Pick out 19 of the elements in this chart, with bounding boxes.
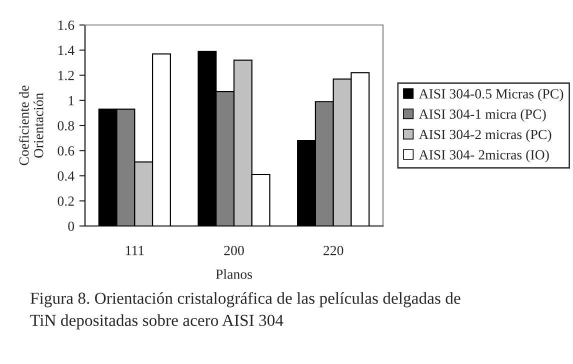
- y-tick-label: 1.4: [58, 46, 74, 56]
- x-tick-label: 220: [324, 246, 344, 256]
- legend-label: AISI 304-1 micra (PC): [418, 109, 546, 122]
- y-tick-label: 0.2: [58, 196, 74, 206]
- legend-label: AISI 304-0.5 Micras (PC): [418, 88, 564, 102]
- y-tick-label: 0.8: [58, 121, 74, 131]
- y-axis-title: Coeficiente de Orientación: [18, 86, 44, 166]
- y-tick-label: 0: [68, 222, 74, 231]
- text: Figura 8. Orientación cristalográfica de las películas delgadas de TiN depositadas sobre acero AISI 304: [30, 292, 460, 330]
- x-axis-title: Planos: [216, 269, 252, 279]
- y-tick-label: 1.6: [58, 20, 74, 30]
- y-tick-label: 1: [68, 96, 74, 106]
- x-tick-label: 111: [126, 246, 144, 256]
- legend-label: AISI 304-2 micras (PC): [418, 129, 552, 142]
- x-tick-label: 200: [224, 246, 244, 256]
- y-tick-label: 0.4: [58, 171, 74, 181]
- legend-label: AISI 304- 2micras (IO): [418, 150, 549, 162]
- y-tick-label: 0.6: [58, 146, 74, 156]
- y-tick-label: 1.2: [58, 70, 74, 80]
